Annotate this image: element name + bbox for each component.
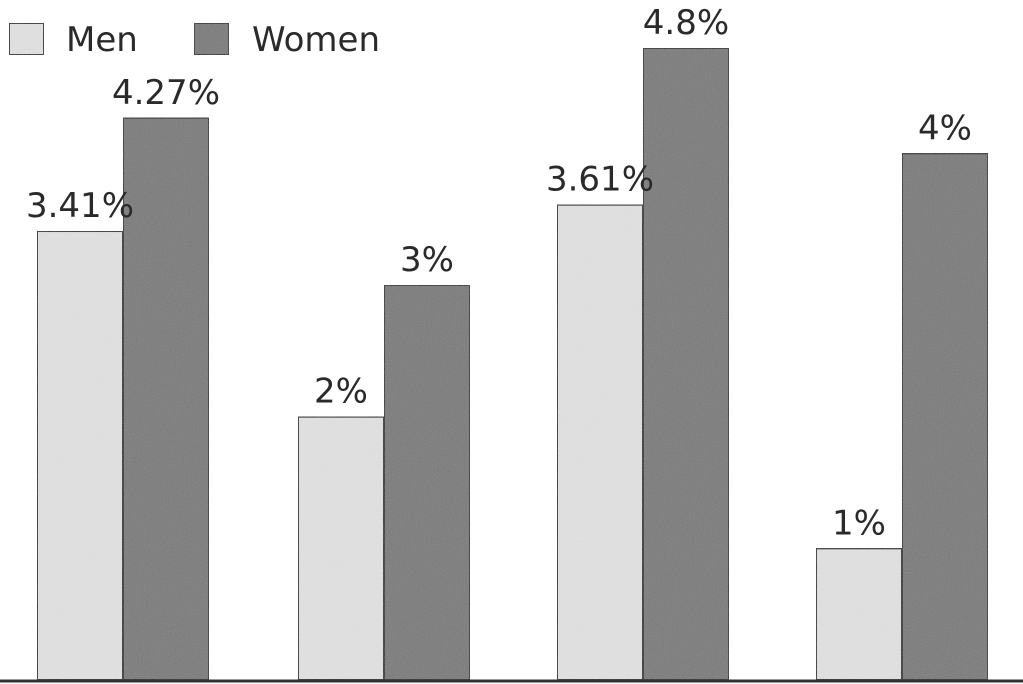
bar-men-1 (36, 230, 124, 681)
bar-women-1 (122, 116, 210, 682)
bar-women-2 (383, 284, 471, 681)
data-label-women-3: 4.8% (643, 3, 729, 43)
bar-men-2 (297, 415, 385, 681)
data-label-men-2: 2% (314, 372, 368, 412)
data-label-women-2: 3% (400, 240, 454, 280)
legend-swatch-men (8, 22, 45, 56)
legend-label-men: Men (66, 20, 138, 60)
legend-swatch-women (193, 22, 230, 56)
bar-men-3 (556, 203, 644, 682)
data-label-women-4: 4% (918, 108, 972, 148)
data-label-women-1: 4.27% (112, 73, 220, 113)
legend: Men Women (8, 20, 380, 60)
bar-women-4 (901, 152, 989, 682)
data-labels-group: 3.41% 2% 3.61% 1% 4.27% 3% 4.8% 4% (26, 3, 972, 543)
data-label-men-4: 1% (832, 503, 886, 543)
legend-label-women: Women (252, 20, 380, 60)
bar-men-4 (815, 547, 903, 681)
bars-group (36, 47, 989, 682)
data-label-men-3: 3.61% (546, 160, 654, 200)
bar-women-3 (642, 47, 730, 681)
data-label-men-1: 3.41% (26, 186, 134, 226)
